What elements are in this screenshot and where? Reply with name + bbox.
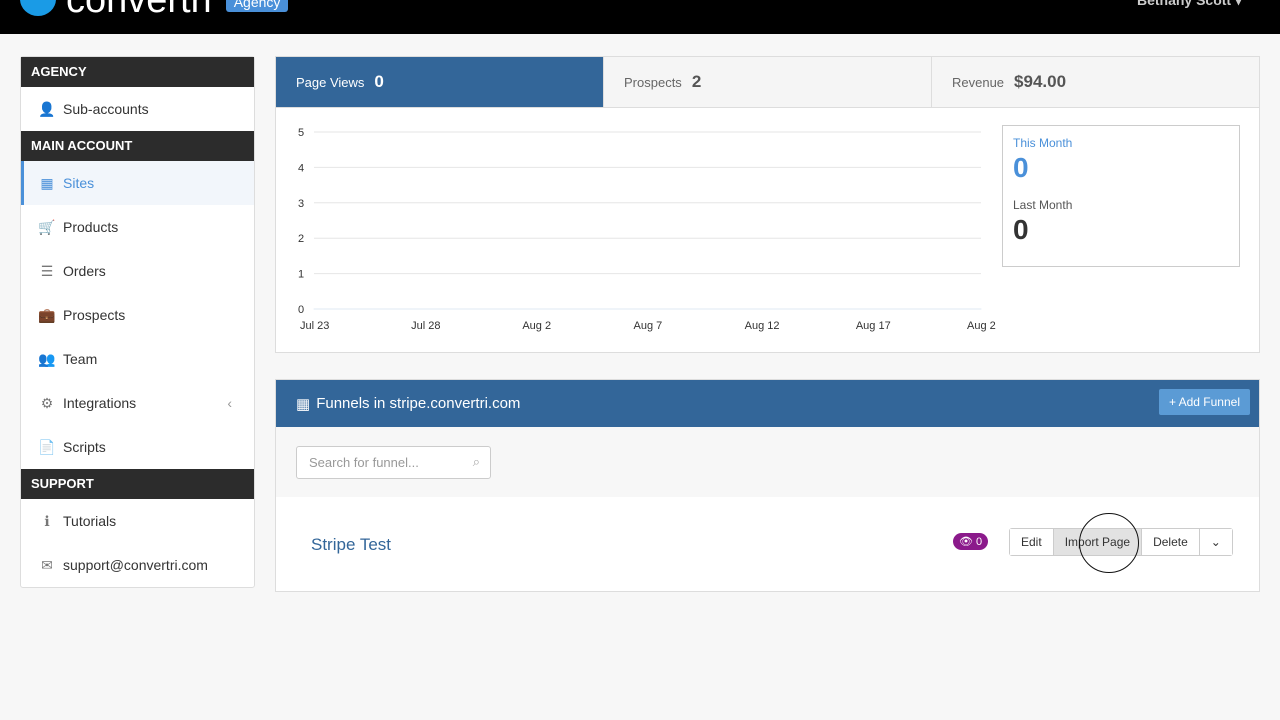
- sidebar: AGENCY 👤 Sub-accounts MAIN ACCOUNT ▦ Sites…: [20, 56, 255, 588]
- edit-button[interactable]: Edit: [1010, 529, 1054, 555]
- sidebar-item-scripts[interactable]: 📄 Scripts: [21, 425, 254, 469]
- tab-revenue[interactable]: Revenue $94.00: [932, 57, 1259, 107]
- sidebar-item-products[interactable]: 🛒 Products: [21, 205, 254, 249]
- add-funnel-button[interactable]: + Add Funnel: [1158, 389, 1250, 415]
- funnel-name-link[interactable]: Stripe Test: [311, 535, 392, 554]
- agency-badge: Agency: [225, 0, 289, 12]
- data-point: [980, 308, 982, 310]
- sidebar-item-label: Scripts: [63, 439, 106, 455]
- convertri-logo-icon[interactable]: [20, 0, 56, 16]
- sidebar-item-label: Orders: [63, 263, 106, 279]
- sidebar-item-team[interactable]: 👥 Team: [21, 337, 254, 381]
- sidebar-item-label: Sub-accounts: [63, 101, 149, 117]
- x-tick-label: Jul 28: [411, 320, 440, 332]
- y-tick-label: 2: [298, 233, 304, 245]
- section-main-account: MAIN ACCOUNT: [21, 131, 254, 161]
- data-point: [869, 308, 871, 310]
- caret-down-icon: ▾: [1234, 0, 1242, 8]
- sidebar-item-tutorials[interactable]: ℹ Tutorials: [21, 499, 254, 543]
- user-name: Bethany Scott: [1136, 0, 1232, 8]
- sidebar-item-label: Team: [63, 351, 98, 367]
- data-point: [424, 308, 426, 310]
- user-menu[interactable]: Bethany Scott ▾: [1137, 0, 1242, 9]
- user-plus-icon: 👤: [38, 100, 56, 117]
- section-agency: AGENCY: [21, 57, 254, 87]
- this-month-label: This Month: [1013, 136, 1073, 150]
- x-tick-label: Aug 7: [634, 320, 663, 332]
- code-file-icon: 📄: [38, 438, 56, 455]
- sidebar-item-label: support@convertri.com: [63, 557, 208, 573]
- delete-button[interactable]: Delete: [1142, 529, 1200, 555]
- tab-page-views[interactable]: Page Views 0: [276, 57, 604, 107]
- brand-name[interactable]: convertri: [66, 0, 212, 21]
- data-point: [535, 308, 537, 310]
- x-tick-label: Aug 2: [522, 320, 551, 332]
- sidebar-item-support-email[interactable]: ✉ support@convertri.com: [21, 543, 254, 587]
- views-badge: 👁 0: [953, 533, 989, 550]
- page-views-chart: 0 1 2 3 4 5 Jul 23 Jul 28 Aug 2 Aug 7 Aug 12 Aug 17…: [298, 127, 996, 332]
- tab-value: $94.00: [1014, 72, 1067, 91]
- data-point: [313, 308, 315, 310]
- views-count: 0: [976, 536, 983, 548]
- tab-prospects[interactable]: Prospects 2: [604, 57, 932, 107]
- sidebar-item-label: Prospects: [63, 307, 126, 323]
- chevron-down-icon: ⌄: [1210, 535, 1221, 549]
- cart-icon: 🛒: [38, 218, 56, 235]
- stats-panel: Page Views 0 Prospects 2 Revenue $94.00 0 1 2…: [275, 56, 1260, 353]
- last-month-label: Last Month: [1013, 198, 1073, 212]
- sidebar-item-prospects[interactable]: 💼 Prospects: [21, 293, 254, 337]
- funnels-title: Funnels in stripe.convertri.com: [316, 395, 521, 412]
- search-icon: ⌕: [472, 454, 480, 469]
- x-tick-label: Aug 17: [856, 320, 891, 332]
- cursor-highlight: [1079, 513, 1139, 573]
- sidebar-item-integrations[interactable]: ⚙ Integrations ‹: [21, 381, 254, 425]
- brand-group: convertri Agency: [66, 0, 289, 22]
- tab-value: 2: [691, 72, 702, 91]
- data-point: [758, 308, 760, 310]
- briefcase-icon: 💼: [38, 306, 56, 323]
- list-icon: ☰: [40, 262, 54, 279]
- tab-label: Prospects: [624, 74, 682, 90]
- funnel-search-input[interactable]: Search for funnel... ⌕: [296, 446, 491, 479]
- funnels-header: ▦ Funnels in stripe.convertri.com + Add F…: [276, 380, 1259, 427]
- more-dropdown-button[interactable]: ⌄: [1199, 529, 1232, 555]
- eye-icon: 👁: [959, 536, 973, 548]
- sidebar-item-sub-accounts[interactable]: 👤 Sub-accounts: [21, 87, 254, 131]
- last-month-value: 0: [1013, 214, 1029, 245]
- x-tick-label: Aug 22: [967, 320, 996, 332]
- sidebar-item-sites[interactable]: ▦ Sites: [21, 161, 254, 205]
- sidebar-item-label: Products: [63, 219, 119, 235]
- this-month-value: 0: [1013, 152, 1029, 183]
- tab-value: 0: [374, 72, 384, 91]
- gears-icon: ⚙: [40, 394, 54, 411]
- grid-icon: ▦: [40, 174, 54, 191]
- section-support: SUPPORT: [21, 469, 254, 499]
- grid-icon: ▦: [296, 395, 311, 413]
- sidebar-item-orders[interactable]: ☰ Orders: [21, 249, 254, 293]
- sidebar-item-label: Integrations: [63, 395, 137, 411]
- top-bar: convertri Agency Bethany Scott ▾: [0, 0, 1280, 34]
- tab-label: Revenue: [952, 74, 1005, 90]
- y-tick-label: 3: [298, 198, 304, 210]
- data-point: [647, 308, 648, 310]
- y-tick-label: 0: [298, 304, 304, 316]
- y-tick-label: 4: [298, 162, 304, 174]
- search-placeholder: Search for funnel...: [309, 455, 419, 470]
- y-tick-label: 5: [298, 127, 304, 139]
- chevron-left-icon[interactable]: ‹: [227, 395, 232, 411]
- x-tick-label: Jul 23: [300, 320, 329, 332]
- tab-label: Page Views: [296, 74, 365, 90]
- sidebar-item-label: Tutorials: [63, 513, 117, 529]
- users-icon: 👥: [38, 350, 56, 367]
- x-tick-label: Aug 12: [745, 320, 780, 332]
- envelope-icon: ✉: [41, 556, 53, 573]
- info-icon: ℹ: [44, 512, 50, 529]
- y-tick-label: 1: [298, 269, 304, 281]
- monthly-summary: This Month 0 Last Month 0: [1002, 125, 1240, 267]
- sidebar-item-label: Sites: [63, 175, 95, 191]
